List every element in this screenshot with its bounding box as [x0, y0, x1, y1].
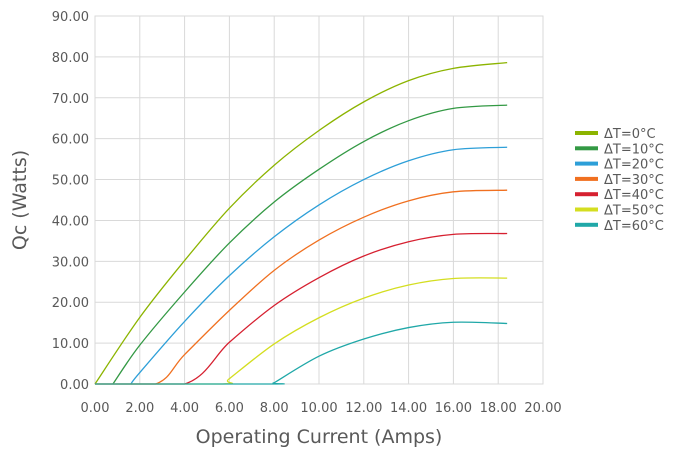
legend-label: ΔT=60°C: [604, 219, 664, 234]
series-line-6: [94, 277, 508, 385]
series-line-3: [130, 146, 508, 385]
legend-swatch: [575, 207, 598, 212]
y-tick-label: 70.00: [52, 92, 89, 107]
legend-label: ΔT=40°C: [604, 188, 664, 203]
series-line-7: [94, 321, 508, 385]
legend-label: ΔT=50°C: [604, 204, 664, 219]
y-tick-label: 60.00: [52, 133, 89, 148]
series-lines: [94, 61, 508, 385]
series-line-2: [112, 104, 508, 385]
series-line-5: [94, 232, 508, 385]
legend-swatch: [575, 161, 598, 166]
y-tick-label: 90.00: [52, 10, 89, 25]
x-tick-label: 14.00: [390, 401, 427, 416]
y-tick-label: 20.00: [52, 296, 89, 311]
x-tick-label: 12.00: [345, 401, 382, 416]
series-line-1: [94, 61, 508, 385]
x-tick-label: 10.00: [300, 401, 337, 416]
x-tick-label: 16.00: [435, 401, 472, 416]
x-axis-title: Operating Current (Amps): [196, 426, 443, 448]
y-axis-ticks: 0.00 10.00 20.00 30.00 40.00 50.00 60.00 70.00 8…: [52, 10, 89, 393]
x-tick-label: 18.00: [480, 401, 517, 416]
series-line-4: [94, 189, 508, 385]
y-tick-label: 80.00: [52, 51, 89, 66]
legend: ΔT=0°CΔT=10°CΔT=20°CΔT=30°CΔT=40°CΔT=50°…: [575, 127, 664, 234]
plot-border: [94, 15, 544, 385]
legend-swatch: [575, 222, 598, 227]
y-axis-title: Qc (Watts): [9, 150, 31, 250]
legend-swatch: [575, 192, 598, 197]
x-tick-label: 20.00: [524, 401, 561, 416]
y-tick-label: 0.00: [60, 378, 89, 393]
x-tick-label: 8.00: [260, 401, 289, 416]
legend-label: ΔT=20°C: [604, 158, 664, 173]
y-tick-label: 50.00: [52, 174, 89, 189]
y-tick-label: 10.00: [52, 337, 89, 352]
y-tick-label: 30.00: [52, 255, 89, 270]
legend-label: ΔT=30°C: [604, 173, 664, 188]
x-tick-label: 2.00: [125, 401, 154, 416]
x-tick-label: 6.00: [215, 401, 244, 416]
legend-swatch: [575, 131, 598, 135]
x-tick-label: 0.00: [81, 401, 110, 416]
y-tick-label: 40.00: [52, 214, 89, 229]
legend-swatch: [575, 176, 598, 181]
legend-label: ΔT=0°C: [604, 127, 656, 142]
grid: [94, 15, 544, 385]
legend-swatch: [575, 146, 598, 151]
plot-area: [94, 15, 544, 385]
x-tick-label: 4.00: [170, 401, 199, 416]
legend-label: ΔT=10°C: [604, 142, 664, 157]
x-axis-ticks: 0.00 2.00 4.00 6.00 8.00 10.00 12.00 14.00 16.00…: [81, 401, 562, 416]
